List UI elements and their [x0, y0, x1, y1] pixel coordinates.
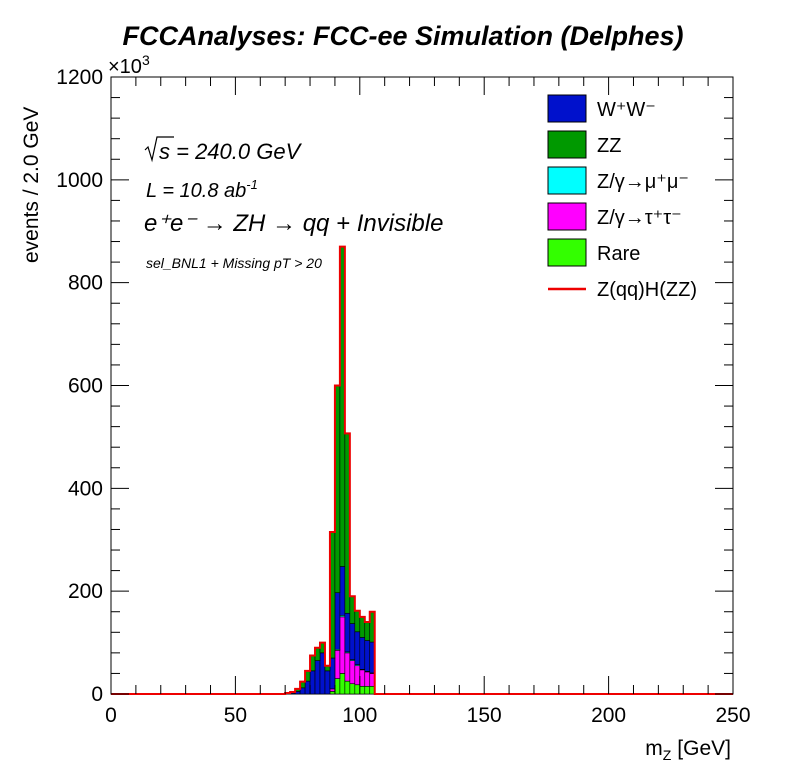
chart-title: FCCAnalyses: FCC-ee Simulation (Delphes)	[122, 21, 683, 51]
x-tick-label: 200	[591, 704, 626, 727]
y-tick-label: 600	[68, 375, 103, 398]
bar-1-bin-16	[354, 665, 361, 686]
bar-4-bin-18	[364, 621, 371, 641]
signal-line-group	[111, 245, 733, 695]
bar-3-bin-10	[324, 670, 331, 695]
selection-label: sel_BNL1 + Missing pT > 20	[146, 255, 322, 271]
y-tick-label: 400	[68, 477, 103, 500]
bar-3-bin-6	[304, 680, 311, 695]
bar-3-bin-12	[334, 592, 341, 650]
legend-swatch	[547, 130, 587, 159]
legend-label: Z/γ→μ⁺μ⁻	[597, 171, 689, 193]
bar-0-bin-17	[359, 685, 366, 695]
legend-label: Rare	[597, 243, 640, 265]
bar-3-bin-17	[359, 637, 366, 670]
legend-label: Z/γ→τ⁺τ⁻	[597, 207, 682, 229]
legend-label: Z(qq)H(ZZ)	[597, 279, 697, 301]
bar-3-bin-18	[364, 640, 371, 672]
signal-line	[111, 245, 733, 695]
y-axis-label: events / 2.0 GeV	[20, 107, 43, 263]
legend: W⁺W⁻ ZZ Z/γ→μ⁺μ⁻ Z/γ→τ⁺τ⁻ Rare Z(qq)H(ZZ)	[547, 94, 697, 301]
bar-3-bin-8	[314, 660, 321, 695]
x-tick-label: 250	[715, 704, 750, 727]
bar-0-bin-14	[344, 680, 351, 695]
x-tick-label: 50	[224, 704, 247, 727]
bar-1-bin-14	[344, 652, 351, 682]
bar-0-bin-15	[349, 683, 356, 695]
sqrt-icon	[144, 136, 174, 163]
y-tick-label: 1200	[56, 66, 103, 89]
bar-3-bin-15	[349, 623, 356, 660]
y-tick-label: 1000	[56, 169, 103, 192]
x-tick-label: 0	[105, 704, 117, 727]
luminosity-label: L = 10.8 ab-1	[146, 177, 258, 202]
plot-frame	[110, 76, 734, 695]
axis-ticks: 0 50 100 150 200 250 0 200 400 600 800 1000 1200	[56, 66, 750, 727]
bar-3-bin-7	[309, 670, 316, 695]
bar-0-bin-12	[334, 678, 341, 695]
legend-swatch	[547, 238, 587, 267]
bar-1-bin-11	[329, 688, 336, 692]
legend-label: W⁺W⁻	[597, 99, 656, 121]
x-tick-label: 100	[342, 704, 377, 727]
bar-3-bin-16	[354, 631, 361, 665]
bar-0-bin-13	[339, 673, 346, 695]
bar-1-bin-12	[334, 649, 341, 679]
bar-0-bin-11	[329, 691, 336, 695]
bar-1-bin-13	[339, 616, 346, 674]
y-tick-label: 800	[68, 272, 103, 295]
legend-swatch	[547, 202, 587, 231]
bar-0-bin-16	[354, 684, 361, 695]
x-tick-label: 150	[467, 704, 502, 727]
histogram-bars	[284, 246, 376, 695]
bar-1-bin-17	[359, 669, 366, 687]
process-label: e⁺e⁻ → ZH → qq + Invisible	[144, 210, 443, 237]
x-axis-label: mZ [GeV]	[645, 737, 731, 763]
y-axis-multiplier: ×103	[108, 52, 150, 78]
bar-3-bin-14	[344, 612, 351, 653]
legend-swatch	[547, 166, 587, 195]
bar-1-bin-15	[349, 660, 356, 685]
bar-0-bin-18	[364, 685, 371, 695]
legend-swatch	[547, 94, 587, 123]
bar-1-bin-18	[364, 671, 371, 687]
y-tick-label: 0	[91, 683, 103, 706]
sqrt-s-annotation: s = 240.0 GeV	[144, 136, 303, 164]
y-tick-label: 200	[68, 580, 103, 603]
sqrt-s-label: s = 240.0 GeV	[159, 139, 303, 164]
bar-3-bin-13	[339, 566, 346, 616]
legend-label: ZZ	[597, 135, 621, 157]
